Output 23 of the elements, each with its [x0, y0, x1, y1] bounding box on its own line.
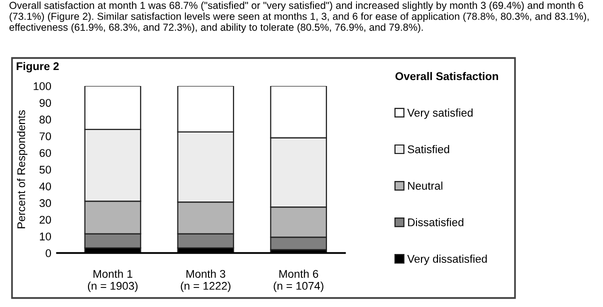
y-tick-label: 90: [40, 98, 52, 107]
legend-label: Very dissatisfied: [407, 254, 487, 265]
legend-title: Overall Satisfaction: [395, 72, 498, 80]
x-tick-label: Month 1 (n = 1903): [88, 270, 138, 292]
y-tick-label: 0: [46, 249, 52, 258]
legend-label: Satisfied: [408, 145, 450, 154]
x-tick-label: Month 3 (n = 1222): [180, 270, 230, 292]
chart-title: Figure 2: [16, 62, 59, 72]
y-tick-label: 80: [40, 116, 52, 124]
y-tick-label: 100: [34, 82, 52, 90]
y-tick-label: 60: [40, 149, 52, 157]
y-axis-title: Percent of Respondents: [16, 110, 28, 228]
legend-label: Neutral: [408, 182, 442, 190]
y-tick-label: 50: [40, 166, 52, 174]
legend-label: Dissatisfied: [408, 218, 464, 226]
y-tick-label: 70: [40, 132, 52, 140]
y-tick-label: 10: [40, 232, 52, 240]
x-tick-label: Month 6 (n = 1074): [274, 270, 324, 292]
legend-label: Very satisfied: [407, 108, 473, 119]
y-tick-label: 20: [40, 216, 52, 224]
text: Overall satisfaction at month 1 was 68.7% ("satisfied" or "very satisfied") and increased slightly by month 3 (69.4%) and month 6 (73.1%) (Figure 2). Similar satisfaction levels were seen at months 1, 3, and 6 for ease of application (78.8%, 80.3%, and 83.1%), effectiveness (61.9%, 68.3%, and 72.3%), and ability to tolerate (80.5%, 76.9%, and 79.8%).: [9, 2, 589, 33]
y-tick-label: 30: [40, 199, 52, 208]
y-tick-label: 40: [39, 182, 52, 190]
